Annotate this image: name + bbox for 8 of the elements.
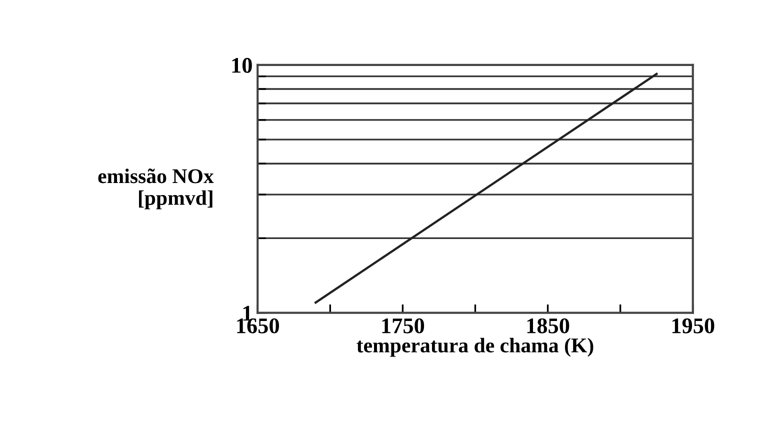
x-tick-label: 1950 [672,318,714,334]
y-axis-title: emissão NOx [ppmvd] [98,168,214,210]
y-tick-label: 1 [243,306,252,321]
x-axis-title: temperatura de chama (K) [356,338,594,357]
y-tick-label: 10 [232,58,252,73]
x-tick-label: 1850 [527,318,570,334]
x-tick-label: 1750 [382,318,424,334]
x-tick-label: 1650 [237,318,279,334]
